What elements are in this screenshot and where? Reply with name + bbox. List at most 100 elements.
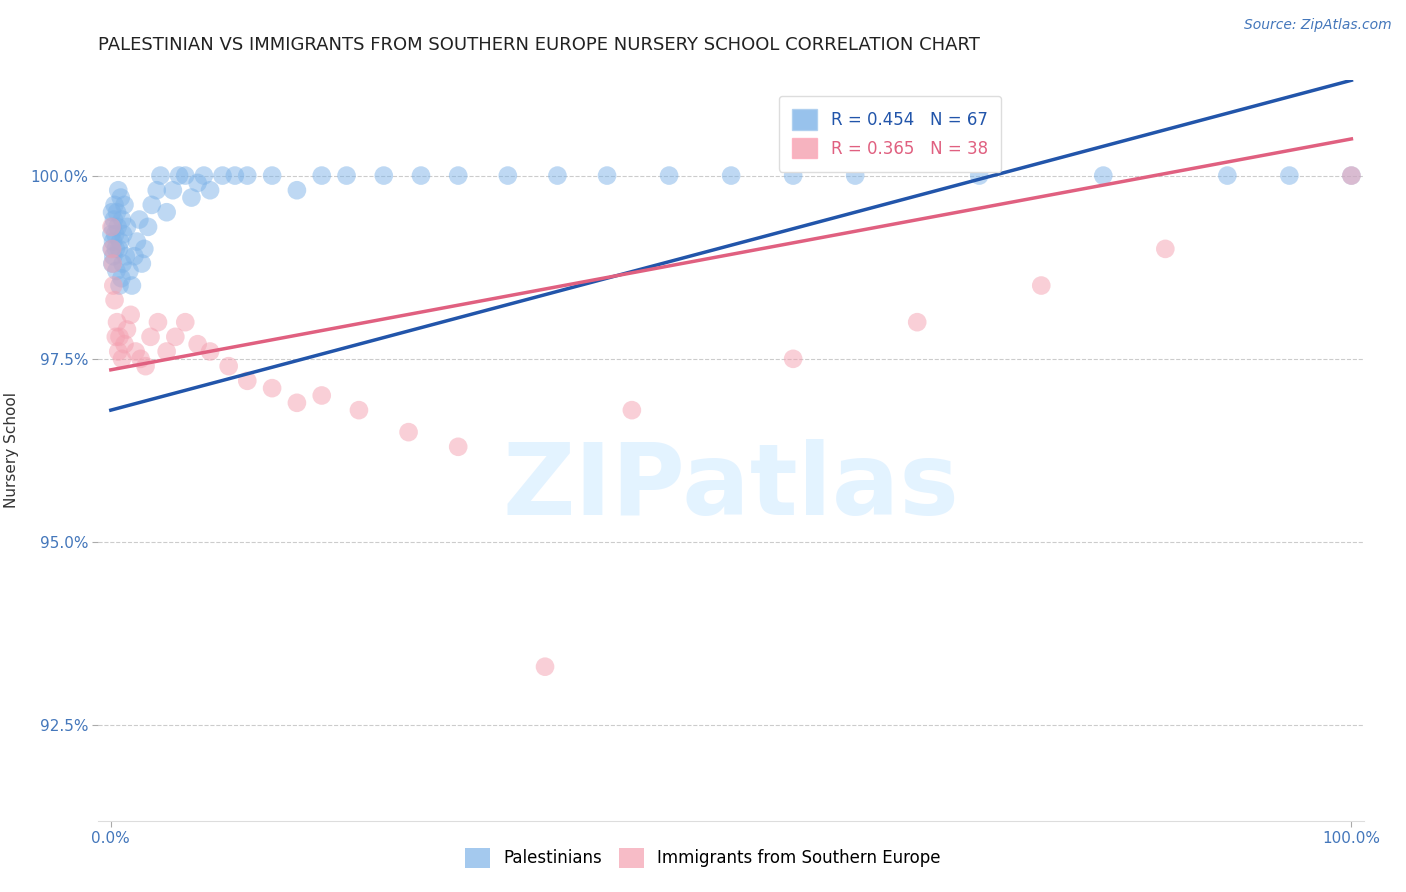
Point bbox=[118, 264, 141, 278]
Point bbox=[236, 374, 259, 388]
Point bbox=[285, 396, 308, 410]
Point bbox=[156, 344, 179, 359]
Text: ZIPatlas: ZIPatlas bbox=[503, 439, 959, 536]
Point bbox=[115, 322, 138, 336]
Point bbox=[782, 351, 804, 366]
Point bbox=[236, 169, 259, 183]
Point bbox=[128, 212, 150, 227]
Point bbox=[111, 351, 134, 366]
Point bbox=[149, 169, 172, 183]
Point bbox=[103, 249, 125, 263]
Point bbox=[108, 278, 131, 293]
Point bbox=[285, 183, 308, 197]
Point bbox=[136, 219, 159, 234]
Point bbox=[187, 176, 209, 190]
Point bbox=[101, 235, 124, 249]
Point bbox=[101, 256, 124, 270]
Text: PALESTINIAN VS IMMIGRANTS FROM SOUTHERN EUROPE NURSERY SCHOOL CORRELATION CHART: PALESTINIAN VS IMMIGRANTS FROM SOUTHERN … bbox=[98, 36, 980, 54]
Point bbox=[596, 169, 619, 183]
Point bbox=[1031, 278, 1053, 293]
Point bbox=[620, 403, 643, 417]
Point bbox=[174, 315, 197, 329]
Point bbox=[165, 330, 187, 344]
Point bbox=[167, 169, 190, 183]
Point bbox=[311, 169, 333, 183]
Point bbox=[107, 183, 129, 197]
Point bbox=[105, 205, 128, 219]
Point bbox=[311, 388, 333, 402]
Point bbox=[110, 271, 132, 285]
Point bbox=[108, 235, 131, 249]
Point bbox=[335, 169, 357, 183]
Point bbox=[658, 169, 681, 183]
Point bbox=[146, 315, 169, 329]
Point bbox=[1340, 169, 1362, 183]
Point bbox=[174, 169, 197, 183]
Point bbox=[104, 330, 127, 344]
Point bbox=[111, 212, 134, 227]
Point bbox=[124, 249, 146, 263]
Point bbox=[1216, 169, 1239, 183]
Point bbox=[101, 205, 124, 219]
Point bbox=[224, 169, 246, 183]
Point bbox=[262, 381, 284, 395]
Point bbox=[105, 315, 128, 329]
Point bbox=[905, 315, 928, 329]
Point bbox=[104, 227, 127, 242]
Point bbox=[101, 219, 124, 234]
Point bbox=[844, 169, 866, 183]
Legend: R = 0.454   N = 67, R = 0.365   N = 38: R = 0.454 N = 67, R = 0.365 N = 38 bbox=[779, 96, 1001, 171]
Point bbox=[114, 249, 136, 263]
Point bbox=[134, 242, 156, 256]
Point bbox=[135, 359, 157, 373]
Point bbox=[103, 212, 125, 227]
Point bbox=[101, 256, 124, 270]
Point bbox=[1340, 169, 1362, 183]
Point bbox=[211, 169, 233, 183]
Point bbox=[107, 344, 129, 359]
Point bbox=[108, 242, 131, 256]
Point bbox=[141, 198, 163, 212]
Point bbox=[546, 169, 568, 183]
Y-axis label: Nursery School: Nursery School bbox=[4, 392, 18, 508]
Point bbox=[139, 330, 162, 344]
Point bbox=[180, 190, 202, 204]
Point bbox=[720, 169, 742, 183]
Point bbox=[114, 337, 136, 351]
Point bbox=[198, 183, 221, 197]
Point bbox=[115, 219, 138, 234]
Point bbox=[103, 293, 125, 308]
Point bbox=[110, 190, 132, 204]
Point bbox=[100, 242, 122, 256]
Point bbox=[129, 351, 152, 366]
Point bbox=[1154, 242, 1177, 256]
Point bbox=[496, 169, 519, 183]
Point bbox=[131, 256, 153, 270]
Point bbox=[107, 219, 129, 234]
Point bbox=[162, 183, 184, 197]
Point bbox=[114, 198, 136, 212]
Point bbox=[447, 169, 470, 183]
Point bbox=[108, 330, 131, 344]
Point bbox=[1092, 169, 1115, 183]
Point bbox=[373, 169, 395, 183]
Point bbox=[782, 169, 804, 183]
Point bbox=[100, 227, 122, 242]
Point bbox=[100, 219, 122, 234]
Point bbox=[218, 359, 240, 373]
Point bbox=[347, 403, 370, 417]
Point bbox=[156, 205, 179, 219]
Point bbox=[198, 344, 221, 359]
Point bbox=[125, 235, 148, 249]
Point bbox=[121, 278, 143, 293]
Point bbox=[101, 242, 124, 256]
Point bbox=[193, 169, 215, 183]
Point bbox=[409, 169, 432, 183]
Point bbox=[1278, 169, 1301, 183]
Point bbox=[262, 169, 284, 183]
Point bbox=[104, 242, 127, 256]
Legend: Palestinians, Immigrants from Southern Europe: Palestinians, Immigrants from Southern E… bbox=[458, 841, 948, 875]
Point bbox=[534, 659, 557, 673]
Point bbox=[124, 344, 146, 359]
Point bbox=[447, 440, 470, 454]
